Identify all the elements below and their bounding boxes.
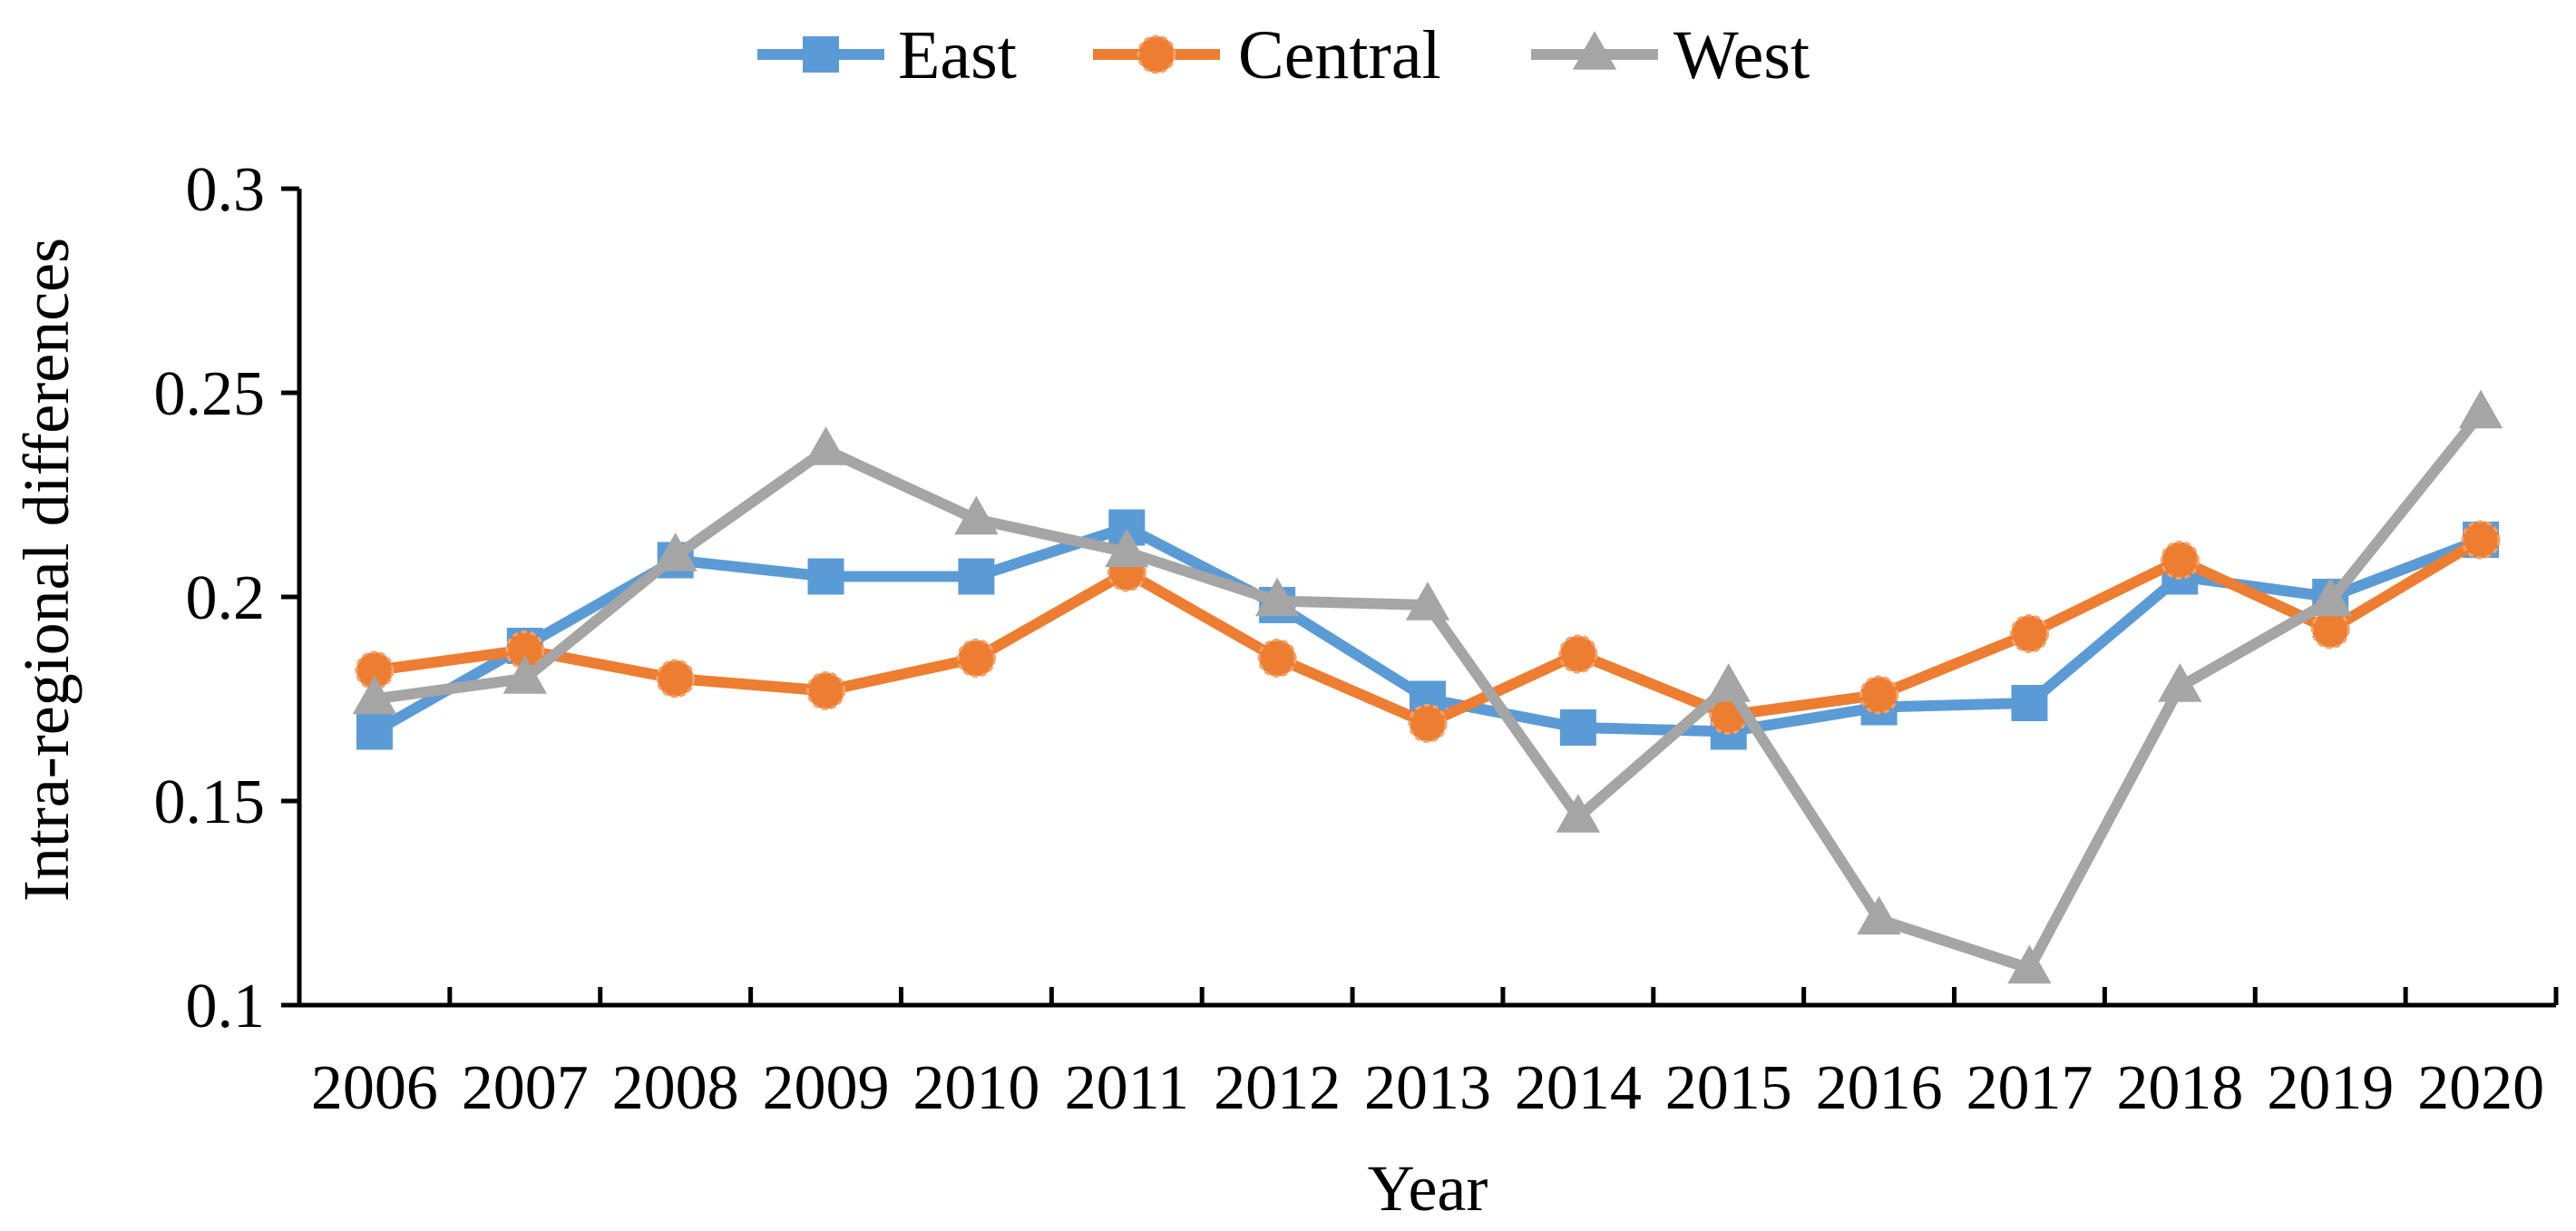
y-tick-label: 0.25 <box>154 359 266 429</box>
data-point-west <box>954 495 999 535</box>
x-tick-label: 2012 <box>1214 1053 1341 1123</box>
data-point-west <box>804 426 848 465</box>
data-point-central <box>956 639 996 678</box>
data-point-east <box>958 558 995 595</box>
legend: East Central West <box>757 17 1810 93</box>
y-tick-label: 0.15 <box>154 767 266 837</box>
legend-item-west: West <box>1531 17 1810 93</box>
data-point-west <box>1706 663 1751 702</box>
data-point-central <box>1558 634 1598 674</box>
data-point-central <box>2461 520 2501 560</box>
data-point-west <box>1405 581 1450 620</box>
x-tick-label: 2011 <box>1065 1053 1189 1123</box>
data-point-central <box>2160 541 2200 580</box>
legend-marker-west <box>1572 31 1617 70</box>
x-tick-label: 2015 <box>1665 1053 1792 1123</box>
data-point-east <box>1559 709 1596 746</box>
data-point-west <box>2007 944 2052 984</box>
x-tick-label: 2020 <box>2417 1053 2544 1123</box>
x-tick-label: 2014 <box>1515 1053 1642 1123</box>
data-point-east <box>356 713 393 750</box>
data-point-east <box>807 558 844 595</box>
x-tick-label: 2018 <box>2116 1053 2243 1123</box>
data-point-east <box>2011 685 2048 721</box>
x-axis-ticks: 2006 2007 2008 2009 2010 2011 2012 2013 2014 2015… <box>297 987 2559 1123</box>
data-point-west <box>352 675 397 715</box>
data-point-west <box>1556 794 1601 833</box>
data-point-west <box>1105 528 1149 568</box>
data-point-west <box>1254 577 1300 617</box>
y-axis-title: Intra-regional differences <box>10 238 83 902</box>
y-tick-label: 0.1 <box>186 972 266 1041</box>
data-point-central <box>2009 614 2049 653</box>
data-point-central <box>1257 639 1297 678</box>
x-tick-label: 2009 <box>763 1053 890 1123</box>
data-point-central <box>656 659 696 699</box>
data-point-west <box>2158 663 2202 702</box>
data-point-central <box>2310 610 2350 650</box>
x-tick-label: 2019 <box>2267 1053 2394 1123</box>
data-point-central <box>806 671 846 710</box>
data-point-west <box>1857 895 1901 935</box>
data-point-west <box>653 532 698 572</box>
legend-marker-east <box>803 36 839 73</box>
y-tick-label: 0.2 <box>186 563 266 633</box>
data-point-west <box>2308 577 2353 617</box>
x-tick-label: 2007 <box>462 1053 589 1123</box>
x-tick-label: 2010 <box>912 1053 1039 1123</box>
legend-label-west: West <box>1673 17 1810 93</box>
x-tick-label: 2016 <box>1816 1053 1943 1123</box>
data-point-central <box>1859 675 1899 715</box>
series-layer <box>352 389 2503 984</box>
x-tick-label: 2013 <box>1364 1053 1491 1123</box>
x-tick-label: 2006 <box>311 1053 438 1123</box>
legend-label-east: East <box>898 17 1017 93</box>
series-west <box>352 389 2503 984</box>
x-tick-label: 2008 <box>612 1053 739 1123</box>
y-tick-label: 0.3 <box>186 155 266 225</box>
legend-item-east: East <box>757 17 1017 93</box>
x-tick-label: 2017 <box>1966 1053 2093 1123</box>
legend-label-central: Central <box>1238 17 1441 93</box>
data-point-central <box>1408 704 1448 743</box>
y-axis-ticks: 0.1 0.15 0.2 0.25 0.3 <box>154 155 299 1041</box>
legend-item-central: Central <box>1093 17 1441 93</box>
legend-marker-central <box>1137 34 1176 74</box>
x-axis-title: Year <box>1368 1152 1488 1225</box>
data-point-west <box>2458 389 2503 429</box>
data-point-west <box>503 655 547 694</box>
